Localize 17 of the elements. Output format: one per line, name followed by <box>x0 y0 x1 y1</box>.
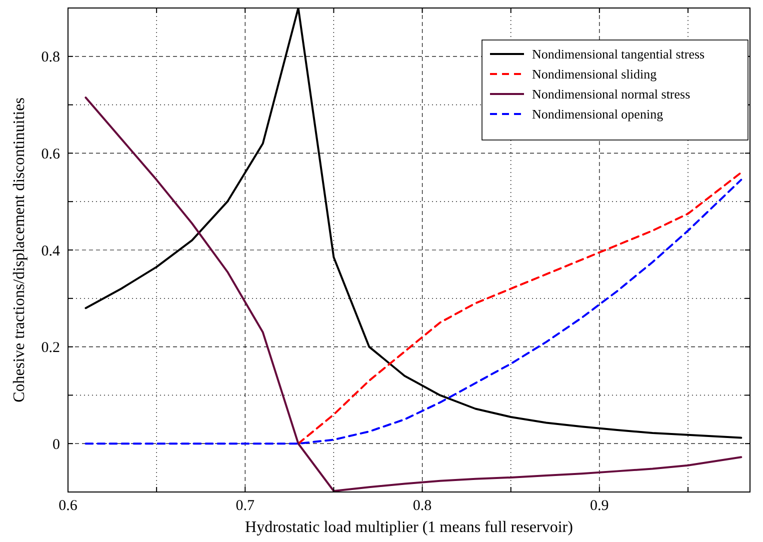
legend-label: Nondimensional normal stress <box>532 86 690 102</box>
y-tick-label: 0.4 <box>41 243 60 260</box>
legend-label: Nondimensional sliding <box>532 66 658 82</box>
y-axis-title: Cohesive tractions/displacement discontinuities <box>11 98 28 402</box>
legend-label: Nondimensional opening <box>532 106 664 122</box>
y-tick-label: 0.6 <box>41 146 60 162</box>
y-tick-label: 0.8 <box>41 50 60 66</box>
line-series <box>297 172 742 445</box>
x-tick-label: 0.7 <box>236 498 256 514</box>
y-tick-label: 0.2 <box>41 340 60 356</box>
x-tick-label: 0.6 <box>58 498 78 514</box>
y-tick-label: 0 <box>52 436 60 453</box>
x-tick-label: 0.9 <box>590 498 609 514</box>
x-axis-title: Hydrostatic load multiplier (1 means full reservoir) <box>245 519 573 536</box>
legend-label: Nondimensional tangential stress <box>532 46 705 62</box>
x-tick-label: 0.8 <box>412 498 432 514</box>
line-series <box>84 178 742 445</box>
